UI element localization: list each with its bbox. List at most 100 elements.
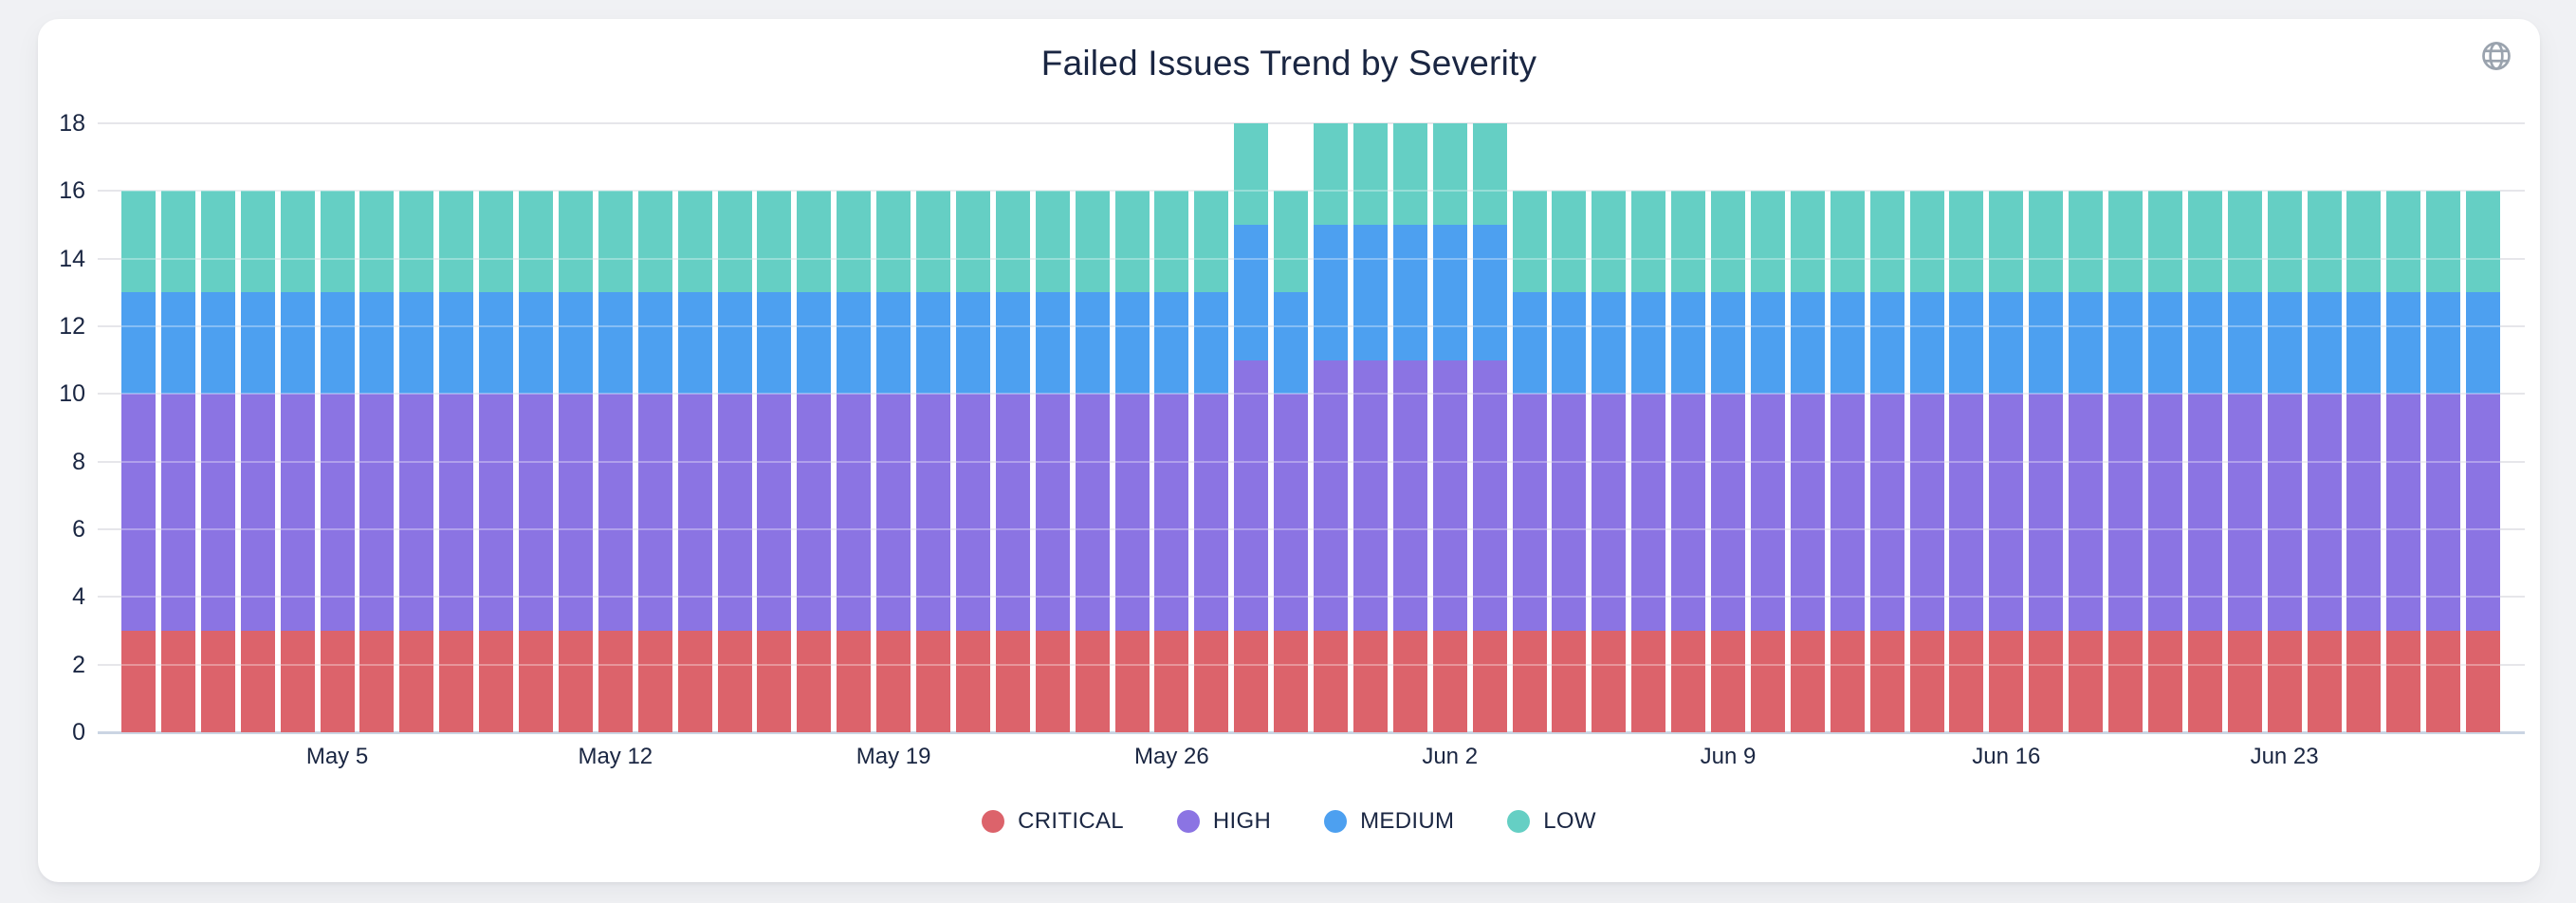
bar-segment-high[interactable]: [121, 394, 156, 631]
bar-jun-23[interactable]: [2267, 191, 2302, 732]
bar-segment-low[interactable]: [1432, 122, 1467, 225]
bar-may-25[interactable]: [1114, 191, 1150, 732]
bar-segment-medium[interactable]: [1352, 224, 1388, 360]
bar-segment-low[interactable]: [2267, 191, 2302, 293]
bar-segment-low[interactable]: [2147, 191, 2182, 293]
bar-segment-medium[interactable]: [797, 292, 832, 395]
bar-segment-critical[interactable]: [439, 630, 474, 732]
legend-item-critical[interactable]: CRITICAL: [982, 808, 1124, 835]
bar-segment-critical[interactable]: [2307, 630, 2342, 732]
bar-segment-critical[interactable]: [1711, 630, 1745, 732]
bar-may-31[interactable]: [1352, 122, 1388, 732]
bar-jun-22[interactable]: [2227, 191, 2262, 732]
bar-jun-7[interactable]: [1631, 191, 1666, 732]
bar-segment-high[interactable]: [359, 394, 395, 631]
bar-segment-critical[interactable]: [2029, 630, 2064, 732]
bar-segment-high[interactable]: [2426, 394, 2461, 631]
bar-segment-medium[interactable]: [1274, 292, 1309, 395]
bar-segment-low[interactable]: [1075, 191, 1110, 293]
bar-segment-low[interactable]: [2187, 191, 2222, 293]
bar-segment-high[interactable]: [2147, 394, 2182, 631]
bar-may-17[interactable]: [797, 191, 832, 732]
bar-jun-1[interactable]: [1392, 122, 1427, 732]
bar-may-20[interactable]: [916, 191, 950, 732]
bar-may-3[interactable]: [240, 191, 275, 732]
bar-segment-critical[interactable]: [2267, 630, 2302, 732]
bar-segment-critical[interactable]: [1234, 630, 1269, 732]
bar-may-30[interactable]: [1314, 122, 1348, 732]
bar-segment-critical[interactable]: [1671, 630, 1706, 732]
legend-item-medium[interactable]: MEDIUM: [1324, 808, 1454, 835]
bar-segment-medium[interactable]: [280, 292, 315, 395]
bar-segment-critical[interactable]: [1790, 630, 1825, 732]
bar-segment-low[interactable]: [2426, 191, 2461, 293]
bar-segment-low[interactable]: [359, 191, 395, 293]
bar-segment-high[interactable]: [757, 394, 792, 631]
bar-apr-30[interactable]: [121, 191, 156, 732]
bar-segment-critical[interactable]: [1274, 630, 1309, 732]
bar-segment-low[interactable]: [598, 191, 633, 293]
bar-segment-medium[interactable]: [359, 292, 395, 395]
bar-segment-medium[interactable]: [1154, 292, 1189, 395]
bar-segment-medium[interactable]: [1711, 292, 1745, 395]
bar-jun-28[interactable]: [2466, 191, 2501, 732]
bar-segment-medium[interactable]: [1512, 292, 1547, 395]
bar-segment-medium[interactable]: [1909, 292, 1944, 395]
bar-jun-12[interactable]: [1830, 191, 1865, 732]
bar-jun-26[interactable]: [2386, 191, 2421, 732]
bar-segment-medium[interactable]: [121, 292, 156, 395]
bar-segment-critical[interactable]: [399, 630, 434, 732]
bar-segment-critical[interactable]: [240, 630, 275, 732]
bar-segment-medium[interactable]: [2069, 292, 2104, 395]
bar-segment-medium[interactable]: [479, 292, 514, 395]
bar-segment-critical[interactable]: [1314, 630, 1348, 732]
bar-segment-high[interactable]: [876, 394, 911, 631]
bar-segment-low[interactable]: [160, 191, 195, 293]
bar-segment-high[interactable]: [1035, 394, 1070, 631]
bar-may-10[interactable]: [519, 191, 553, 732]
bar-segment-low[interactable]: [1512, 191, 1547, 293]
bar-segment-high[interactable]: [1234, 359, 1269, 631]
bar-segment-high[interactable]: [1949, 394, 1984, 631]
bar-segment-medium[interactable]: [2426, 292, 2461, 395]
bar-segment-high[interactable]: [2466, 394, 2501, 631]
bar-segment-low[interactable]: [757, 191, 792, 293]
bar-may-18[interactable]: [837, 191, 872, 732]
bar-segment-low[interactable]: [121, 191, 156, 293]
bar-segment-low[interactable]: [1869, 191, 1904, 293]
bar-segment-critical[interactable]: [1949, 630, 1984, 732]
bar-segment-medium[interactable]: [1035, 292, 1070, 395]
bar-segment-medium[interactable]: [2108, 292, 2143, 395]
bar-segment-high[interactable]: [519, 394, 553, 631]
bar-segment-high[interactable]: [1194, 394, 1229, 631]
bar-segment-low[interactable]: [1392, 122, 1427, 225]
bar-segment-critical[interactable]: [519, 630, 553, 732]
bar-jun-27[interactable]: [2426, 191, 2461, 732]
bar-segment-low[interactable]: [1314, 122, 1348, 225]
globe-icon[interactable]: [2477, 38, 2515, 76]
bar-may-13[interactable]: [637, 191, 672, 732]
bar-segment-high[interactable]: [2346, 394, 2382, 631]
bar-segment-critical[interactable]: [1909, 630, 1944, 732]
bar-segment-high[interactable]: [1075, 394, 1110, 631]
bar-segment-medium[interactable]: [916, 292, 950, 395]
bar-segment-low[interactable]: [2227, 191, 2262, 293]
bar-segment-low[interactable]: [995, 191, 1030, 293]
bar-segment-low[interactable]: [1472, 122, 1507, 225]
bar-segment-critical[interactable]: [2346, 630, 2382, 732]
bar-segment-critical[interactable]: [1075, 630, 1110, 732]
bar-segment-critical[interactable]: [1830, 630, 1865, 732]
bar-segment-low[interactable]: [837, 191, 872, 293]
bar-segment-critical[interactable]: [837, 630, 872, 732]
bar-segment-low[interactable]: [1114, 191, 1150, 293]
bar-may-12[interactable]: [598, 191, 633, 732]
bar-segment-medium[interactable]: [1949, 292, 1984, 395]
bar-segment-critical[interactable]: [1154, 630, 1189, 732]
bar-segment-critical[interactable]: [955, 630, 990, 732]
bar-segment-high[interactable]: [2187, 394, 2222, 631]
bar-segment-low[interactable]: [916, 191, 950, 293]
bar-segment-low[interactable]: [1750, 191, 1785, 293]
bar-segment-low[interactable]: [1352, 122, 1388, 225]
bar-segment-high[interactable]: [160, 394, 195, 631]
bar-segment-high[interactable]: [1314, 359, 1348, 631]
